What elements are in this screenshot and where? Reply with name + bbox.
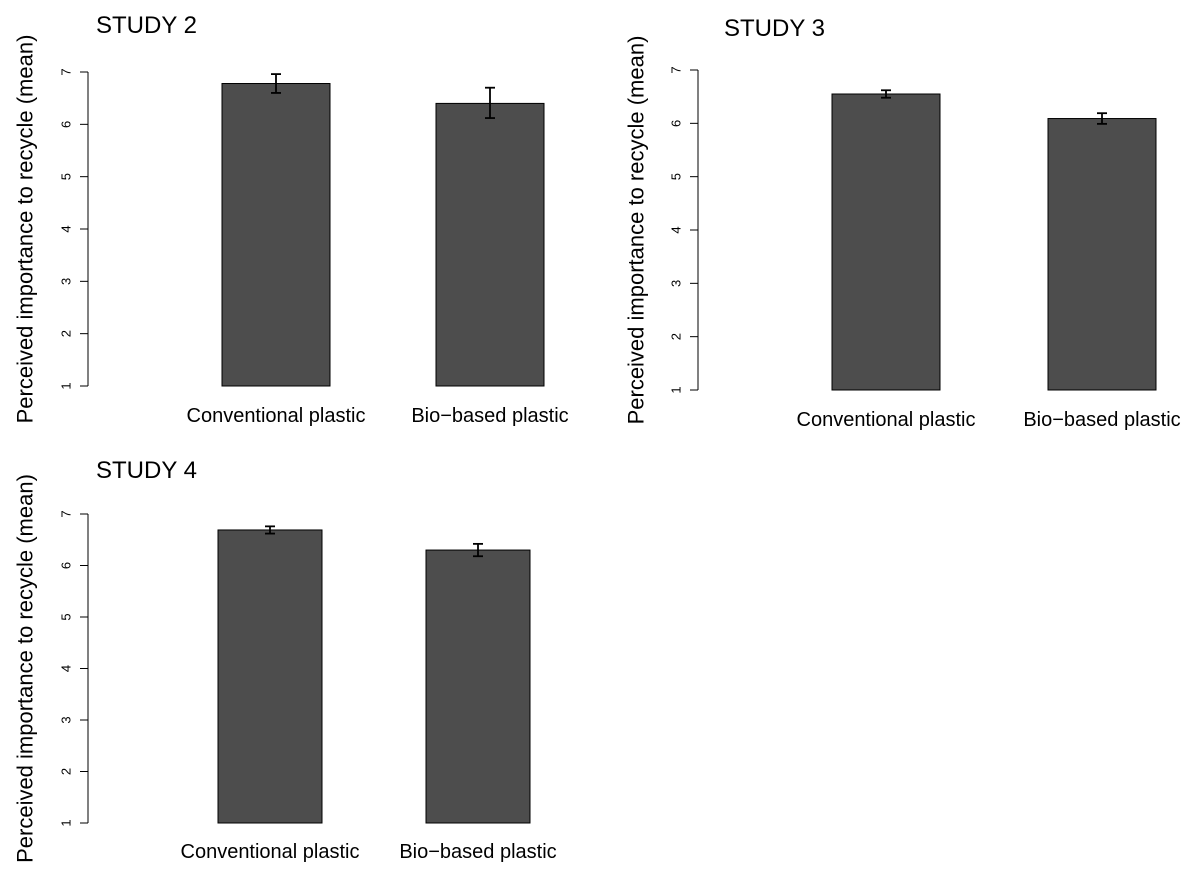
bar (1047, 118, 1157, 391)
y-tick-label: 7 (669, 66, 684, 73)
y-tick-label: 3 (59, 716, 74, 723)
y-tick-label: 4 (669, 226, 684, 233)
chart-panel-1: STUDY 2 Perceived importance to recycle (… (13, 12, 569, 427)
y-tick-label: 1 (59, 819, 74, 826)
y-tick-label: 2 (59, 330, 74, 337)
chart-title: STUDY 3 (724, 15, 825, 42)
bar (831, 93, 941, 391)
y-tick-label: 5 (59, 173, 74, 180)
y-tick-label: 2 (59, 768, 74, 775)
chart-title: STUDY 4 (96, 457, 197, 484)
bar (217, 529, 323, 824)
bar (435, 102, 545, 387)
x-tick-label: Conventional plastic (187, 405, 366, 427)
y-tick-label: 6 (669, 120, 684, 127)
chart-panel-2: STUDY 3 Perceived importance to recycle (… (624, 15, 1181, 431)
x-tick-label: Conventional plastic (181, 841, 360, 863)
y-tick-label: 3 (59, 278, 74, 285)
y-tick-label: 3 (669, 280, 684, 287)
bar (425, 549, 531, 824)
y-tick-label: 7 (59, 68, 74, 75)
y-tick-label: 5 (59, 613, 74, 620)
y-axis-label: Perceived importance to recycle (mean) (13, 35, 38, 424)
x-tick-label: Bio−based plastic (411, 405, 568, 427)
y-tick-label: 7 (59, 510, 74, 517)
y-tick-label: 1 (59, 382, 74, 389)
y-tick-label: 4 (59, 665, 74, 672)
y-tick-label: 5 (669, 173, 684, 180)
y-axis-label: Perceived importance to recycle (mean) (13, 474, 38, 863)
y-axis-label: Perceived importance to recycle (mean) (624, 36, 649, 425)
bar (221, 83, 331, 387)
x-tick-label: Bio−based plastic (399, 841, 556, 863)
x-tick-label: Conventional plastic (797, 409, 976, 431)
y-tick-label: 4 (59, 225, 74, 232)
x-tick-label: Bio−based plastic (1023, 409, 1180, 431)
y-tick-label: 6 (59, 121, 74, 128)
y-tick-label: 6 (59, 562, 74, 569)
chart-panel-3: STUDY 4 Perceived importance to recycle (… (13, 457, 557, 863)
y-tick-label: 1 (669, 386, 684, 393)
chart-title: STUDY 2 (96, 12, 197, 39)
y-tick-label: 2 (669, 333, 684, 340)
